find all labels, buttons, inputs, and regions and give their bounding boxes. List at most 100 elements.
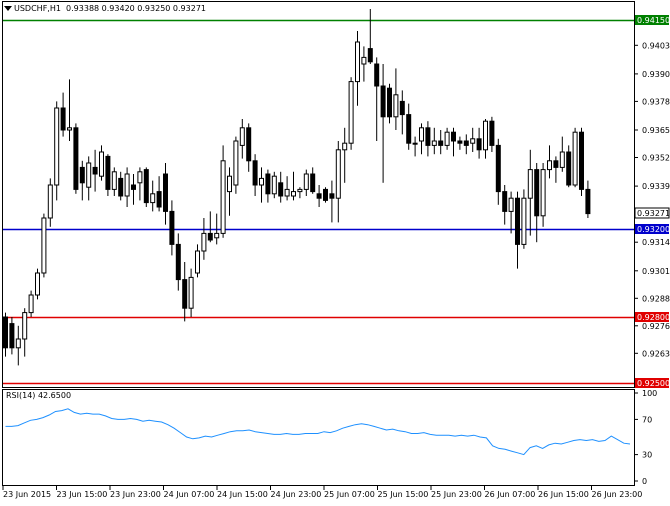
candle — [540, 163, 546, 227]
candle — [28, 290, 34, 317]
candle — [163, 163, 168, 225]
level-tag-label: 0.92800 — [637, 313, 670, 322]
candle-body — [47, 184, 53, 219]
candle-body — [9, 323, 15, 349]
candle-body — [470, 138, 476, 144]
candle — [438, 130, 444, 155]
candle — [495, 138, 501, 205]
time-tick-label: 26 Jun 23:00 — [592, 490, 643, 499]
time-tick-label: 23 Jun 15:00 — [57, 490, 108, 499]
candle — [457, 136, 463, 150]
candle — [483, 119, 488, 159]
candle — [323, 187, 328, 203]
candle — [387, 83, 392, 124]
candle — [412, 136, 418, 157]
candle — [303, 169, 309, 196]
time-tick-label: 23 Jun 2015 — [3, 490, 51, 499]
candle — [124, 167, 130, 207]
candle-body — [28, 294, 34, 314]
candle — [265, 169, 271, 203]
candle-body — [220, 160, 226, 234]
candle-body — [515, 197, 520, 245]
candle — [316, 185, 322, 207]
candle-body — [483, 120, 488, 151]
candle — [547, 145, 552, 179]
level-lines — [3, 19, 634, 385]
level-tag-label: 0.92500 — [637, 379, 670, 388]
time-tick-label: 25 Jun 15:00 — [378, 490, 429, 499]
price-tick-label: 0.93395 — [642, 182, 670, 191]
candle — [278, 171, 284, 203]
candle — [463, 134, 469, 155]
candle — [118, 171, 124, 201]
rsi-label: RSI(14) 42.6500 — [6, 391, 72, 400]
candle-body — [425, 127, 431, 146]
candle-body — [534, 169, 540, 217]
candle-body — [521, 197, 527, 245]
candle-body — [252, 160, 258, 186]
candle-body — [131, 184, 136, 190]
candle-body — [175, 243, 181, 281]
candle-body — [419, 127, 424, 142]
candle — [182, 262, 188, 322]
price-tick-label: 0.93905 — [642, 70, 670, 79]
candle — [425, 121, 431, 157]
candle-body — [297, 188, 303, 193]
candle-body — [585, 188, 591, 215]
candle-body — [412, 142, 418, 145]
candle-body — [303, 173, 309, 190]
candle-body — [278, 182, 284, 197]
candle — [585, 180, 591, 218]
candle-body — [3, 316, 8, 349]
candle-body — [137, 171, 143, 184]
main-pane-frame — [2, 1, 635, 388]
candle-body — [348, 81, 354, 144]
candle — [355, 31, 360, 106]
candle-body — [227, 175, 232, 193]
candle — [239, 119, 245, 159]
candle — [246, 123, 252, 172]
chart-menu-arrow-icon[interactable] — [4, 6, 12, 11]
candle-body — [508, 197, 514, 212]
candle-body — [553, 160, 559, 168]
candle — [393, 68, 399, 130]
candle — [67, 79, 72, 141]
candle-body — [316, 193, 322, 199]
candle-body — [60, 107, 66, 131]
candle-body — [329, 193, 335, 199]
price-tick-label: 0.94035 — [642, 41, 670, 50]
candle-body — [444, 131, 450, 146]
rsi-indicator — [5, 408, 631, 456]
candle-body — [527, 169, 533, 199]
candle-body — [323, 188, 328, 201]
candle-body — [41, 217, 47, 274]
time-tick-label: 26 Jun 07:00 — [485, 490, 536, 499]
candle — [451, 127, 456, 157]
candle-body — [393, 94, 399, 118]
candle-body — [342, 142, 348, 151]
rsi-tick-label: 100 — [642, 389, 657, 398]
candle-body — [15, 338, 21, 349]
candle-body — [73, 127, 79, 190]
candle — [527, 149, 533, 236]
candle-body — [182, 279, 188, 309]
candle — [207, 211, 213, 243]
candle-body — [463, 140, 469, 146]
candle — [86, 156, 92, 201]
candle-body — [367, 48, 373, 63]
candle-body — [476, 138, 482, 151]
candle — [297, 187, 303, 199]
candle — [41, 213, 47, 278]
candle-body — [201, 232, 207, 252]
rsi-tick-label: 0 — [642, 477, 647, 486]
candle — [105, 154, 111, 196]
candle — [348, 77, 354, 150]
candle — [329, 180, 335, 223]
candle-body — [79, 166, 85, 184]
candle-body — [124, 173, 130, 197]
